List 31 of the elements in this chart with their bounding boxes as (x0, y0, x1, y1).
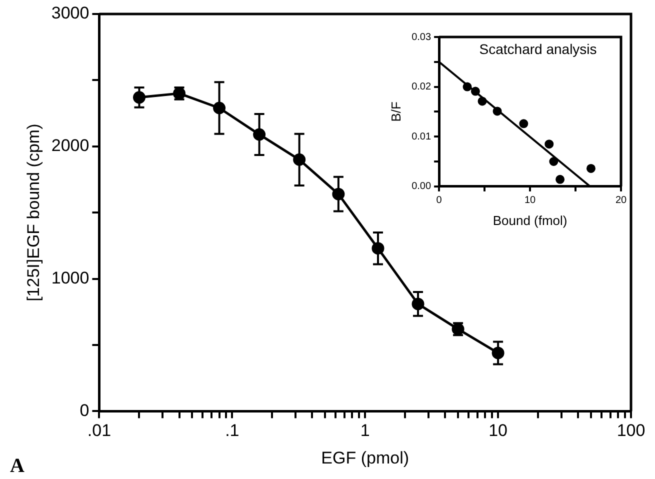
y-tick-label: 0 (80, 400, 90, 420)
x-tick-label: 0 (436, 195, 442, 206)
point (586, 164, 596, 173)
chart-title: Scatchard analysis (479, 40, 597, 57)
x-tick-label: .1 (225, 421, 240, 440)
point (470, 86, 480, 96)
point (544, 140, 554, 149)
x-axis-title: Bound (fmol) (492, 212, 568, 228)
point (462, 82, 472, 92)
y-axis-title: [125I]EGF bound (cpm) (24, 124, 43, 302)
point (478, 96, 487, 106)
point (549, 157, 558, 166)
x-tick-label: 20 (615, 195, 627, 206)
point (556, 174, 565, 184)
y-tick-label: 0.01 (412, 131, 432, 142)
x-tick-label: 10 (524, 195, 536, 206)
text: A (10, 455, 25, 478)
x-axis-title: EGF (pmol) (321, 448, 410, 468)
y-tick-label: 0.03 (412, 32, 432, 43)
point (519, 119, 528, 128)
x-tick-label: 10 (488, 421, 508, 440)
y-axis-title: B/F (388, 102, 404, 122)
point (492, 106, 502, 116)
x-tick-label: 100 (616, 421, 646, 440)
y-tick-label: 0.02 (412, 82, 432, 93)
x-tick-label: 1 (360, 421, 370, 440)
y-tick-label: 0.00 (412, 181, 432, 192)
y-tick-label: 2000 (51, 136, 90, 156)
y-tick-label: 1000 (51, 268, 90, 288)
x-tick-label: .01 (87, 421, 112, 440)
y-tick-label: 3000 (51, 4, 90, 23)
